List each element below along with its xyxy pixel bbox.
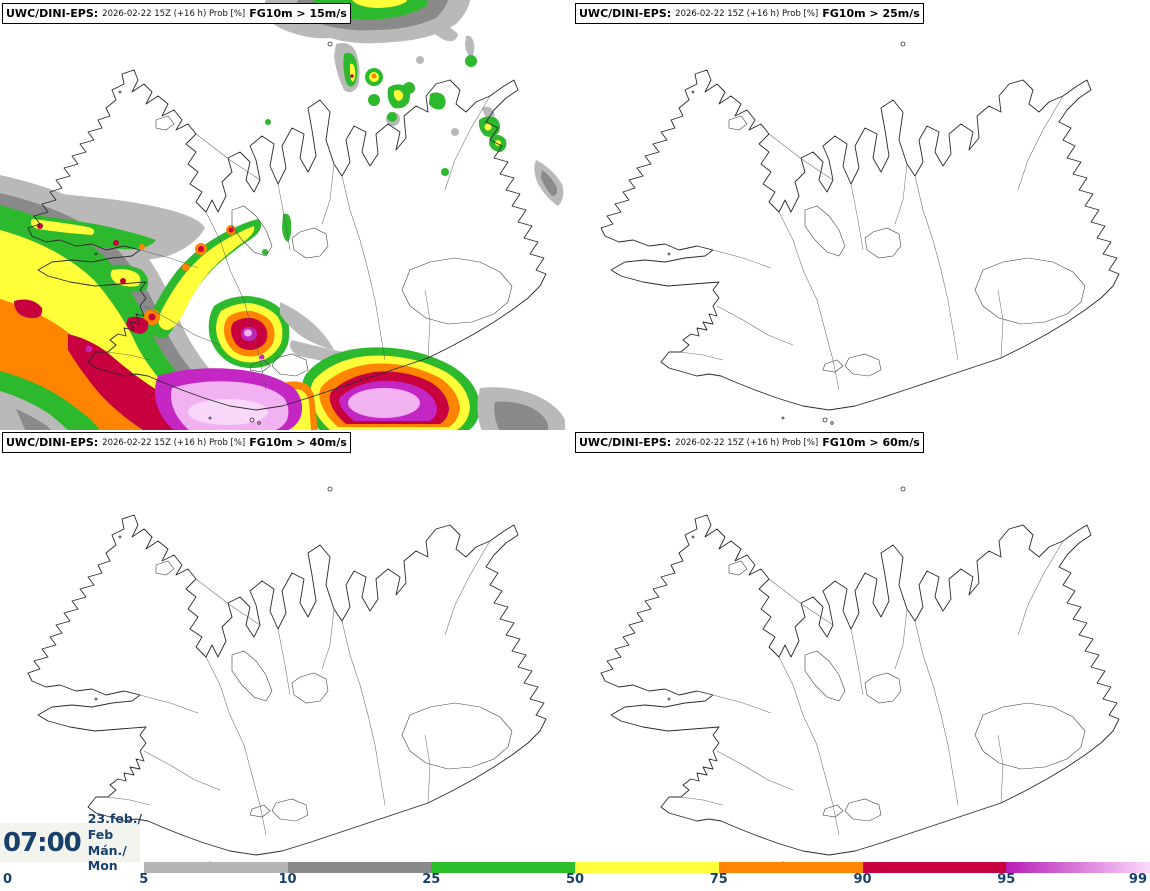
panel-title-fg60: UWC/DINI-EPS: 2026-02-22 15Z (+16 h) Pro… <box>575 432 924 453</box>
legend-label: 5 <box>139 872 149 887</box>
iceland-map <box>600 41 1120 425</box>
threshold-label: FG10m > 60m/s <box>822 436 920 449</box>
valid-day-line: Mán./ Mon <box>87 842 127 874</box>
legend-label: 25 <box>422 872 441 887</box>
legend-segment <box>862 862 1007 873</box>
valid-date-line: 23.feb./ Feb <box>87 811 143 842</box>
map-panel-fg60[interactable] <box>573 445 1146 875</box>
legend-segment <box>287 862 432 873</box>
legend-label: 75 <box>709 872 728 887</box>
run-info: 2026-02-22 15Z (+16 h) Prob [%] <box>675 437 819 448</box>
legend-label: 99 <box>1128 872 1147 887</box>
legend-label: 0 <box>3 872 13 887</box>
threshold-label: FG10m > 25m/s <box>822 7 920 20</box>
panel-title-fg25: UWC/DINI-EPS: 2026-02-22 15Z (+16 h) Pro… <box>575 3 924 24</box>
valid-time-box: 07:00 23.feb./ Feb Mán./ Mon <box>0 811 142 873</box>
legend-segment <box>718 862 863 873</box>
valid-date: 23.feb./ Feb Mán./ Mon <box>81 811 142 874</box>
legend-colorbar <box>144 862 1150 873</box>
panel-title-fg15: UWC/DINI-EPS: 2026-02-22 15Z (+16 h) Pro… <box>2 3 351 24</box>
run-info: 2026-02-22 15Z (+16 h) Prob [%] <box>102 8 246 19</box>
legend-segment <box>144 862 288 873</box>
iceland-map <box>600 486 1120 870</box>
probability-shading <box>0 0 565 430</box>
model-label: UWC/DINI-EPS: <box>579 7 672 20</box>
valid-time: 07:00 <box>3 827 82 858</box>
model-label: UWC/DINI-EPS: <box>579 436 672 449</box>
panel-title-fg40: UWC/DINI-EPS: 2026-02-22 15Z (+16 h) Pro… <box>2 432 351 453</box>
legend-segment <box>575 862 719 873</box>
legend-segment <box>431 862 576 873</box>
legend-segment <box>1006 862 1150 873</box>
model-label: UWC/DINI-EPS: <box>6 7 99 20</box>
model-label: UWC/DINI-EPS: <box>6 436 99 449</box>
legend-labels: 0 5 10 25 50 75 90 95 99 <box>0 872 1150 890</box>
run-info: 2026-02-22 15Z (+16 h) Prob [%] <box>675 8 819 19</box>
legend-label: 90 <box>853 872 872 887</box>
threshold-label: FG10m > 40m/s <box>249 436 347 449</box>
run-info: 2026-02-22 15Z (+16 h) Prob [%] <box>102 437 246 448</box>
threshold-label: FG10m > 15m/s <box>249 7 347 20</box>
legend-label: 10 <box>278 872 297 887</box>
map-panel-fg25[interactable] <box>573 0 1146 430</box>
map-panel-fg15[interactable] <box>0 0 573 430</box>
legend-label: 50 <box>565 872 585 887</box>
legend-label: 95 <box>997 872 1016 887</box>
